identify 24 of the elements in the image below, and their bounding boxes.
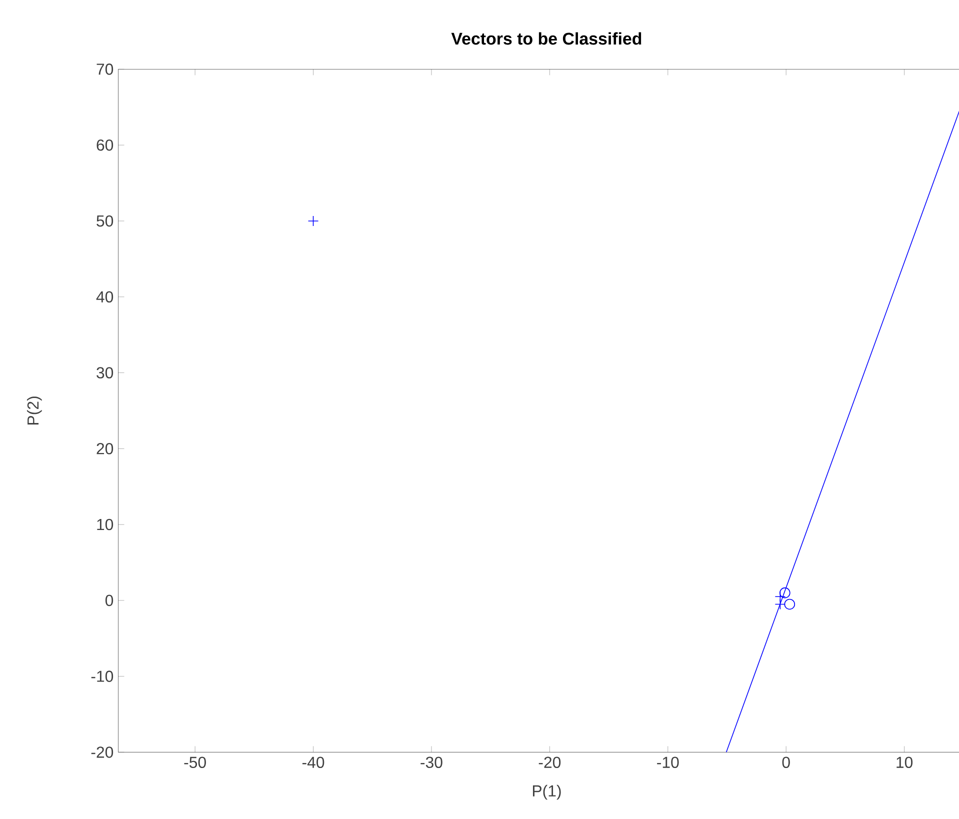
y-axis-title: P(2) xyxy=(26,396,42,424)
point xyxy=(308,216,319,226)
x-tick-label: 0 xyxy=(782,756,790,768)
point xyxy=(774,598,786,610)
y-tick-label: 60 xyxy=(96,139,114,151)
x-tick-label: -40 xyxy=(302,756,324,768)
y-tick-label: 30 xyxy=(96,367,114,378)
point xyxy=(784,598,796,610)
x-tick-label: 10 xyxy=(896,756,913,768)
y-tick-label: 50 xyxy=(96,215,114,227)
chart-title: Vectors to be Classified xyxy=(451,32,642,45)
y-tick-label: 40 xyxy=(96,291,114,303)
x-axis-title: P(1) xyxy=(532,784,561,800)
x-tick-label: -30 xyxy=(420,756,442,768)
x-tick-label: -10 xyxy=(657,756,679,768)
y-tick-label: 70 xyxy=(96,64,114,75)
y-tick-label: -10 xyxy=(91,670,114,682)
x-tick-label: -20 xyxy=(538,756,561,768)
point xyxy=(780,587,790,598)
y-tick-label: -20 xyxy=(91,746,114,758)
y-tick-label: 0 xyxy=(105,594,114,606)
y-tick-label: 10 xyxy=(97,518,114,530)
y-tick-label: 20 xyxy=(96,443,114,454)
x-tick-label: -50 xyxy=(184,756,206,768)
